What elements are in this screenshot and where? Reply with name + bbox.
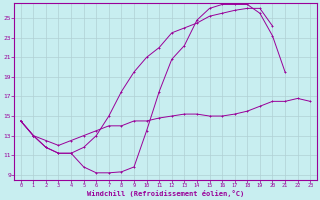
X-axis label: Windchill (Refroidissement éolien,°C): Windchill (Refroidissement éolien,°C) [87, 190, 244, 197]
